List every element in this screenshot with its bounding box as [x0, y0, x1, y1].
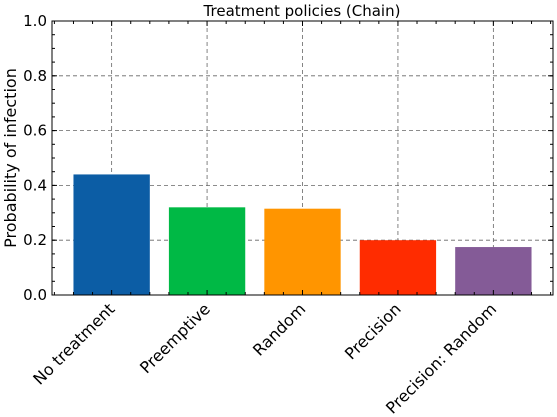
bar-1 — [168, 207, 246, 295]
y-axis-label: Probability of infection — [1, 68, 20, 248]
x-tick-label: Precision — [341, 299, 405, 363]
y-tick-label: 0.0 — [23, 286, 47, 304]
y-tick-label: 0.4 — [23, 176, 47, 194]
bar-2 — [264, 208, 341, 295]
bar-0 — [73, 174, 150, 295]
bar-4 — [455, 247, 532, 295]
bar-3 — [359, 240, 437, 295]
x-tick-label: Preemptive — [136, 299, 214, 377]
y-tick-label: 0.8 — [23, 67, 47, 85]
y-tick-label: 1.0 — [23, 12, 47, 30]
y-tick-label: 0.2 — [23, 231, 47, 249]
grid-layer — [52, 20, 553, 296]
y-tick-label: 0.6 — [23, 122, 47, 140]
plot-frame — [51, 20, 554, 296]
chart-title: Treatment policies (Chain) — [203, 2, 401, 20]
x-tick-label: Random — [249, 299, 309, 359]
bar-layer — [73, 174, 532, 295]
x-tick-label: No treatment — [29, 299, 118, 388]
